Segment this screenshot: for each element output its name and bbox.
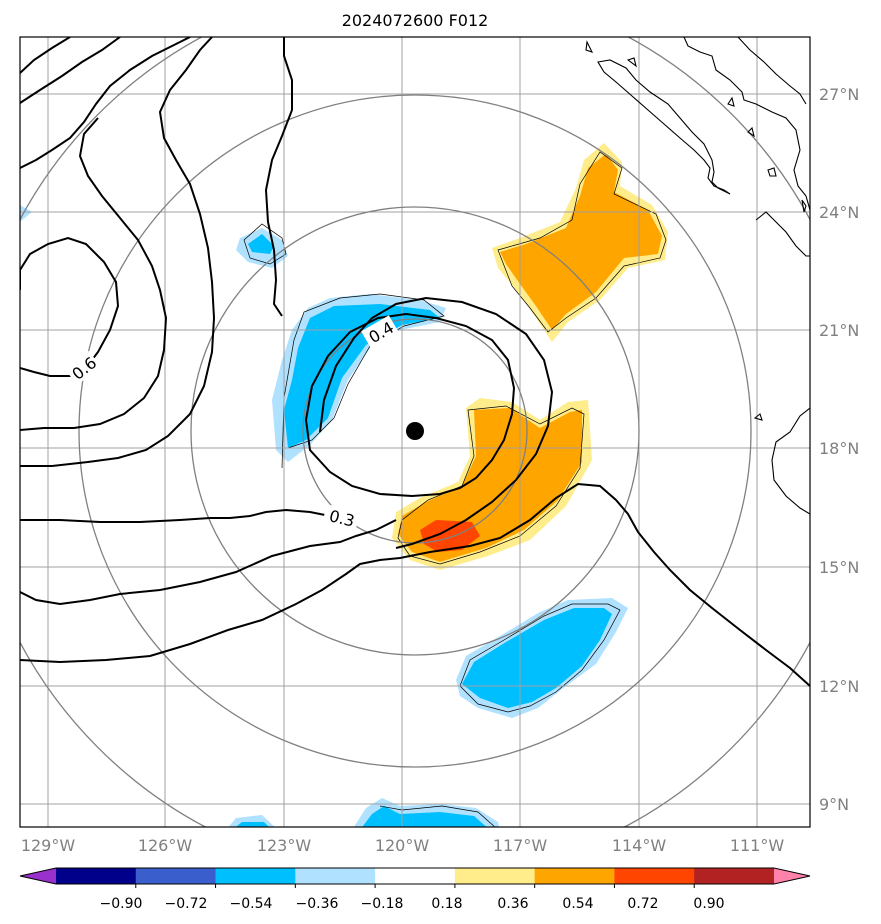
colorbar-segment bbox=[614, 868, 695, 884]
colorbar-segment bbox=[295, 868, 376, 884]
colorbar-segment bbox=[694, 868, 775, 884]
colorbar-tick-label: 0.54 bbox=[562, 896, 593, 912]
strong-positive-anomaly-area bbox=[420, 520, 480, 552]
negative-anomaly-area bbox=[248, 234, 274, 254]
field-contours bbox=[20, 37, 810, 687]
colorbar-tick-label: −0.90 bbox=[100, 896, 143, 912]
lon-tick-label: 117°W bbox=[493, 836, 548, 855]
lat-tick-label: 18°N bbox=[819, 439, 859, 458]
negative-anomaly-area bbox=[235, 822, 269, 827]
colorbar-tick-label: 0.36 bbox=[497, 896, 528, 912]
negative-anomaly-area bbox=[462, 608, 612, 708]
lat-tick-label: 24°N bbox=[819, 203, 859, 222]
range-rings bbox=[20, 37, 810, 827]
colorbar: −0.90 −0.72 −0.54 −0.36 −0.18 0.18 0.36 … bbox=[19, 867, 811, 912]
colorbar-over-triangle bbox=[774, 868, 810, 884]
shading-outlines bbox=[243, 151, 667, 827]
plot-frame bbox=[19, 36, 811, 828]
colorbar-tick-labels: −0.90 −0.72 −0.54 −0.36 −0.18 0.18 0.36 … bbox=[100, 896, 725, 912]
colorbar-segment bbox=[215, 868, 296, 884]
contour-label: 0.3 bbox=[327, 506, 356, 531]
lat-tick-label: 21°N bbox=[819, 321, 859, 340]
negative-anomaly-area bbox=[20, 205, 32, 222]
lon-tick-label: 123°W bbox=[257, 836, 312, 855]
colorbar-segment bbox=[534, 868, 615, 884]
colorbar-ticks bbox=[135, 884, 695, 888]
shading-layer bbox=[20, 143, 668, 827]
colorbar-segment bbox=[375, 868, 456, 884]
lon-tick-label: 126°W bbox=[138, 836, 193, 855]
lat-tick-label: 9°N bbox=[819, 795, 849, 814]
colorbar-segments bbox=[56, 868, 775, 884]
lon-tick-label: 111°W bbox=[730, 836, 785, 855]
colorbar-tick-label: −0.18 bbox=[361, 896, 404, 912]
lat-tick-label: 15°N bbox=[819, 558, 859, 577]
colorbar-under-triangle bbox=[20, 868, 56, 884]
colorbar-segment bbox=[56, 868, 137, 884]
coastline bbox=[585, 37, 810, 515]
lon-tick-label: 129°W bbox=[21, 836, 76, 855]
lat-tick-labels: 27°N 24°N 21°N 18°N 15°N 12°N 9°N bbox=[819, 85, 859, 814]
colorbar-segment bbox=[135, 868, 217, 884]
colorbar-tick-label: −0.72 bbox=[165, 896, 208, 912]
positive-anomaly-area bbox=[500, 154, 662, 330]
colorbar-outline bbox=[19, 867, 811, 885]
plot-area bbox=[20, 37, 810, 827]
negative-anomaly-area bbox=[362, 806, 487, 827]
lon-tick-label: 120°W bbox=[375, 836, 430, 855]
colorbar-tick-label: −0.36 bbox=[296, 896, 339, 912]
lon-tick-label: 114°W bbox=[612, 836, 667, 855]
colorbar-tick-label: 0.90 bbox=[693, 896, 724, 912]
lat-tick-label: 12°N bbox=[819, 677, 859, 696]
colorbar-tick-label: 0.72 bbox=[627, 896, 658, 912]
map-title: 2024072600 F012 bbox=[342, 11, 489, 30]
storm-center-marker bbox=[406, 422, 424, 440]
lat-tick-label: 27°N bbox=[819, 85, 859, 104]
colorbar-tick-label: 0.18 bbox=[431, 896, 462, 912]
colorbar-tick-label: −0.54 bbox=[230, 896, 273, 912]
colorbar-segment bbox=[454, 868, 536, 884]
lon-tick-labels: 129°W 126°W 123°W 120°W 117°W 114°W 111°… bbox=[21, 836, 785, 855]
